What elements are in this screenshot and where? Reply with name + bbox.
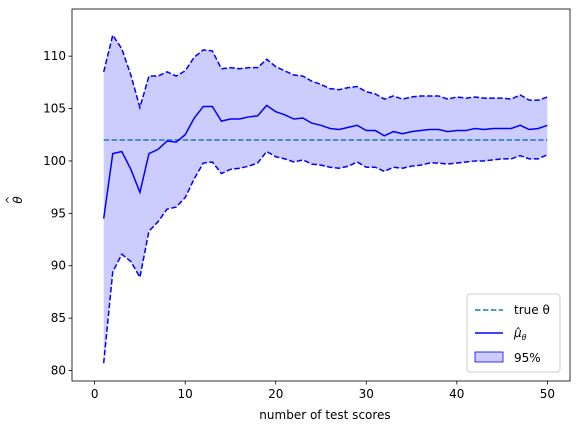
- x-tick-label: 50: [540, 387, 555, 401]
- plot-area: [102, 33, 548, 364]
- legend: true θ μ̂θ 95%: [466, 293, 561, 373]
- legend-band-label: 95%: [514, 351, 541, 365]
- x-tick-label: 40: [449, 387, 464, 401]
- x-tick-label: 10: [178, 387, 193, 401]
- y-axis: 80 85 90 95 100 105 110: [43, 49, 72, 378]
- y-tick-label: 95: [51, 206, 66, 220]
- mean-estimate-line: [102, 104, 548, 219]
- y-tick-label: 80: [51, 364, 66, 378]
- x-axis: 0 10 20 30 40 50: [91, 381, 555, 401]
- x-tick-label: 0: [91, 387, 99, 401]
- y-tick-label: 110: [43, 49, 66, 63]
- upper-bound-line: [102, 33, 548, 111]
- legend-mean-symbol: μ̂: [513, 326, 522, 340]
- y-axis-label-hat: ^: [5, 196, 16, 204]
- y-axis-label: θ: [11, 196, 25, 204]
- legend-true-theta-label: true θ: [514, 303, 550, 317]
- y-tick-label: 105: [43, 102, 66, 116]
- y-tick-label: 85: [51, 311, 66, 325]
- axes-frame: [71, 8, 571, 382]
- axes-border: [71, 8, 571, 382]
- x-tick-label: 30: [359, 387, 374, 401]
- lower-bound-line: [102, 150, 548, 364]
- legend-band-swatch: [474, 351, 504, 363]
- legend-mean-subscript: θ: [522, 333, 527, 342]
- x-axis-label: number of test scores: [259, 408, 390, 422]
- x-tick-label: 20: [268, 387, 283, 401]
- confidence-band-area: [103, 35, 548, 364]
- legend-mean-label: μ̂θ: [513, 326, 527, 342]
- y-tick-label: 90: [51, 259, 66, 273]
- y-tick-label: 100: [43, 154, 66, 168]
